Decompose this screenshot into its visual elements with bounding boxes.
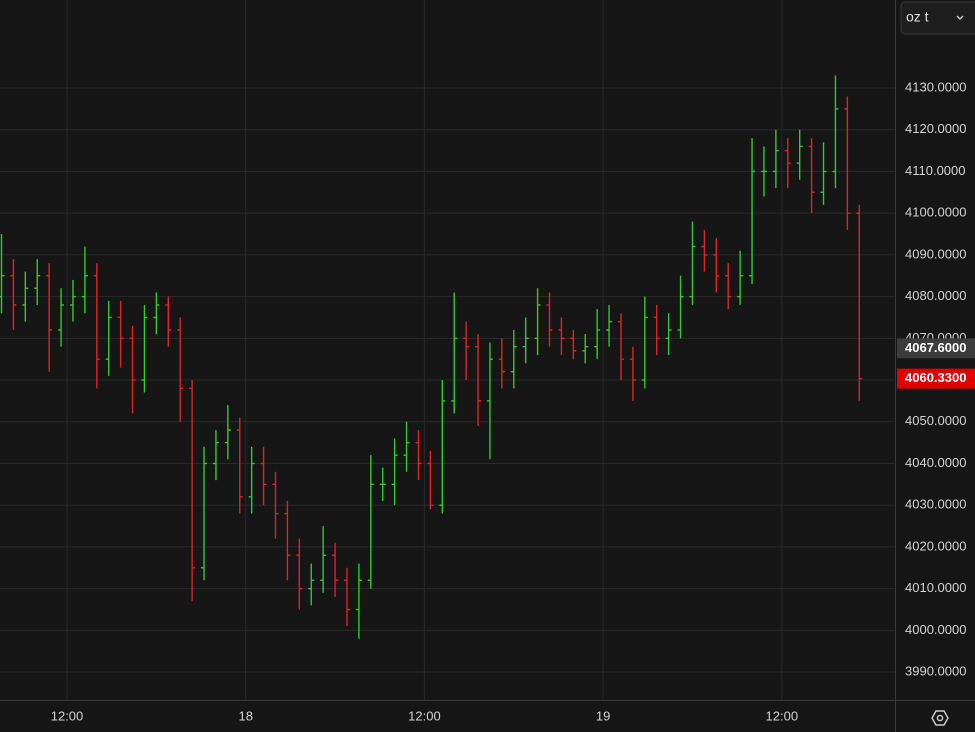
x-tick-label: 19 <box>596 708 610 723</box>
price-marker <box>897 368 975 389</box>
y-tick-label: 4000.0000 <box>905 622 966 637</box>
price-marker-label: 4060.3300 <box>905 370 966 385</box>
y-tick-label: 4080.0000 <box>905 288 966 303</box>
y-tick-label: 4030.0000 <box>905 497 966 512</box>
y-tick-label: 4120.0000 <box>905 121 966 136</box>
gear <box>931 710 949 726</box>
price-marker <box>897 338 975 359</box>
axes: 3990.0000 4000.0000 4010.0000 4020.0000 4030… <box>51 79 975 723</box>
x-tick-label: 12:00 <box>51 708 84 723</box>
y-tick-label: 4100.0000 <box>905 205 966 220</box>
x-tick-label: 18 <box>238 708 252 723</box>
gear-center <box>936 714 944 722</box>
y-tick-label: 4050.0000 <box>905 413 966 428</box>
grid <box>0 0 895 700</box>
y-tick-label: 3990.0000 <box>905 663 966 678</box>
y-tick-label: 4040.0000 <box>905 455 966 470</box>
y-tick-label: 4090.0000 <box>905 246 966 261</box>
chevron <box>956 15 964 20</box>
y-tick-label: 4130.0000 <box>905 79 966 94</box>
x-tick-label: 12:00 <box>408 708 441 723</box>
selector-text: oz t <box>906 9 929 25</box>
unit-selector[interactable]: oz t <box>900 1 975 35</box>
settings-button[interactable] <box>931 710 949 726</box>
selector-box[interactable] <box>900 1 975 35</box>
y-tick-label: 4010.0000 <box>905 580 966 595</box>
y-tick-label: 4020.0000 <box>905 538 966 553</box>
y-tick-label: 4110.0000 <box>905 163 966 178</box>
x-tick-label: 12:00 <box>766 708 799 723</box>
price-marker-label: 4067.6000 <box>905 340 966 355</box>
bars <box>0 75 863 639</box>
